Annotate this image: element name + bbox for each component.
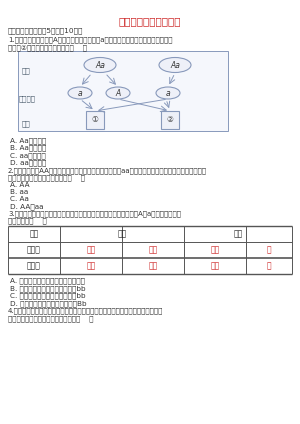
Text: 1.已知有耳由显性基因A控制，无耳由隐性基因a控制，在下图所示基因的传递过程示: 1.已知有耳由显性基因A控制，无耳由隐性基因a控制，在下图所示基因的传递过程示 bbox=[8, 36, 172, 42]
Text: Aa: Aa bbox=[170, 61, 180, 70]
Text: 组别: 组别 bbox=[29, 229, 39, 238]
Text: 亲代: 亲代 bbox=[22, 67, 31, 74]
FancyBboxPatch shape bbox=[161, 111, 179, 129]
Ellipse shape bbox=[156, 87, 180, 99]
Text: 第一组: 第一组 bbox=[27, 245, 41, 254]
Text: 红: 红 bbox=[267, 261, 271, 270]
Text: A. Aa，有耳多: A. Aa，有耳多 bbox=[10, 137, 46, 144]
Text: 2.若基因组成为AA的水蛱杆作为母株，让其与基因组成为aa的水蛱杆嵁接在一起。该杆作为母株与雄: 2.若基因组成为AA的水蛱杆作为母株，让其与基因组成为aa的水蛱杆嵁接在一起。该… bbox=[8, 167, 207, 173]
Text: 黄果: 黄果 bbox=[148, 261, 158, 270]
Text: 子代: 子代 bbox=[22, 120, 31, 127]
Text: 3.番茄的果色有红色和黄色之分，下表为某亲本交配的结果（基因用A、a表示），下列分: 3.番茄的果色有红色和黄色之分，下表为某亲本交配的结果（基因用A、a表示），下列… bbox=[8, 210, 181, 217]
Text: D. aa，无耳多: D. aa，无耳多 bbox=[10, 159, 46, 166]
Text: C. 第一组子代红果的基因组成为bb: C. 第一组子代红果的基因组成为bb bbox=[10, 293, 86, 299]
Text: D. AA和aa: D. AA和aa bbox=[10, 203, 43, 209]
Text: Aa: Aa bbox=[95, 61, 105, 70]
Text: B. aa: B. aa bbox=[10, 189, 28, 195]
Text: 子代: 子代 bbox=[233, 229, 243, 238]
FancyBboxPatch shape bbox=[86, 111, 104, 129]
Text: 黄果: 黄果 bbox=[86, 261, 96, 270]
Text: 变化的情况下，下列判断不正确的是（    ）: 变化的情况下，下列判断不正确的是（ ） bbox=[8, 315, 94, 322]
Text: 生殖细胞: 生殖细胞 bbox=[19, 95, 36, 102]
Text: 黄果: 黄果 bbox=[210, 245, 220, 254]
Ellipse shape bbox=[159, 58, 191, 73]
Text: B. 第二组子代黄果的基因组成为bb: B. 第二组子代黄果的基因组成为bb bbox=[10, 285, 86, 292]
Ellipse shape bbox=[68, 87, 92, 99]
Text: C. Aa: C. Aa bbox=[10, 196, 29, 202]
Text: ①: ① bbox=[92, 115, 98, 125]
Text: 4.某水池的甲鱼由白色和黑色组成，已知白色基因为显性基因，在基因组成不发生: 4.某水池的甲鱼由白色和黑色组成，已知白色基因为显性基因，在基因组成不发生 bbox=[8, 307, 164, 314]
Text: 红果: 红果 bbox=[86, 245, 96, 254]
Text: 《基因的显性和隐性》: 《基因的显性和隐性》 bbox=[119, 16, 181, 26]
Text: 意中，②的基因组成情况分别是（    ）: 意中，②的基因组成情况分别是（ ） bbox=[8, 44, 87, 50]
Text: C. aa，有耳多: C. aa，有耳多 bbox=[10, 152, 46, 159]
Text: a: a bbox=[166, 89, 170, 98]
Ellipse shape bbox=[84, 58, 116, 73]
Text: ②: ② bbox=[167, 115, 173, 125]
Text: D. 第二组子代黄果的基因组成为Bb: D. 第二组子代黄果的基因组成为Bb bbox=[10, 300, 87, 307]
Text: 亲代: 亲代 bbox=[117, 229, 127, 238]
Text: 红: 红 bbox=[267, 245, 271, 254]
Text: a: a bbox=[78, 89, 82, 98]
Text: A. AA: A. AA bbox=[10, 182, 30, 188]
Ellipse shape bbox=[106, 87, 130, 99]
Text: B. Aa，无耳多: B. Aa，无耳多 bbox=[10, 145, 46, 151]
Text: A: A bbox=[116, 89, 121, 98]
FancyBboxPatch shape bbox=[18, 51, 228, 131]
Text: 黄果: 黄果 bbox=[148, 245, 158, 254]
Text: 一、单项选择题（共5题，內10分）: 一、单项选择题（共5题，內10分） bbox=[8, 27, 83, 33]
Text: A. 番茄的红色和黄色是一对相对性状: A. 番茄的红色和黄色是一对相对性状 bbox=[10, 277, 85, 284]
Text: 株交配后获得的基因组成应该是（    ）: 株交配后获得的基因组成应该是（ ） bbox=[8, 175, 85, 181]
Text: 析正确的是（    ）: 析正确的是（ ） bbox=[8, 218, 47, 224]
Text: 第二组: 第二组 bbox=[27, 261, 41, 270]
Text: 黄果: 黄果 bbox=[210, 261, 220, 270]
